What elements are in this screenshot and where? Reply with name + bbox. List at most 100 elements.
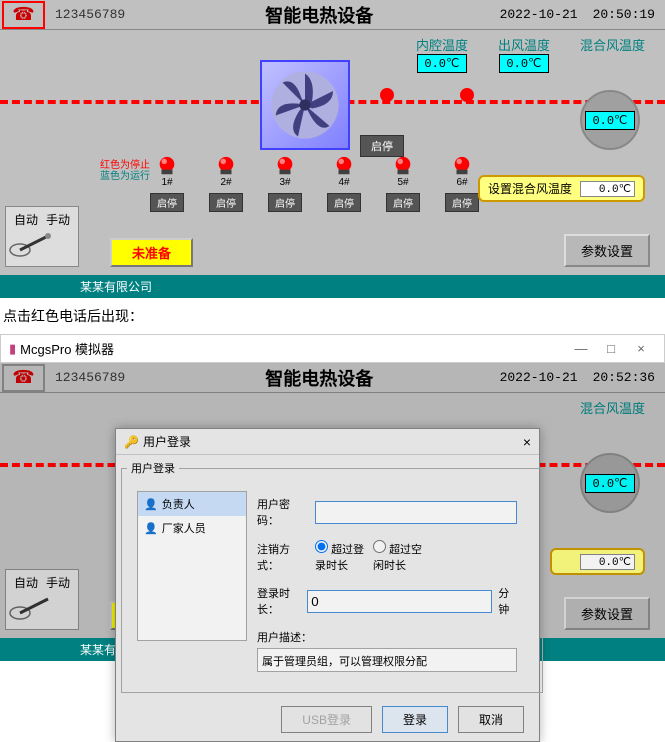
logout-radio-1[interactable] [315, 540, 328, 553]
inner-temp: 内腔温度 0.0℃ [416, 35, 468, 73]
logout-radio-2[interactable] [373, 540, 386, 553]
mix-temp-label-2: 混合风温度 [580, 398, 645, 417]
mix-temp-label-block: 混合风温度 [580, 35, 645, 73]
desc-label: 用户描述： [257, 629, 517, 645]
minimize-button[interactable]: — [566, 341, 596, 356]
usb-login-button[interactable]: USB登录 [281, 706, 372, 733]
user-name: 厂家人员 [162, 520, 206, 536]
simulator-titlebar: ▮ McgsPro 模拟器 — □ × [0, 334, 665, 363]
heater-label: 1# [150, 177, 184, 188]
heater-startstop-button[interactable]: 启停 [209, 193, 243, 212]
mode-manual-2[interactable]: 手动 [46, 574, 70, 591]
logout-opt2[interactable]: 超过空闲时长 [373, 540, 425, 573]
time-display: 20:50:19 [593, 7, 655, 22]
heater-1: 1# 启停 [150, 155, 184, 212]
param-settings-button-2[interactable]: 参数设置 [564, 597, 650, 630]
heater-label: 2# [209, 177, 243, 188]
screen-with-dialog: ▮ McgsPro 模拟器 — □ × ☎ 123456789 智能电热设备 2… [0, 334, 665, 661]
user-list[interactable]: 👤负责人👤厂家人员 [137, 491, 247, 641]
login-form: 用户密码： 注销方式： 超过登录时长 超过空闲时长 登录时长： 分钟 [247, 491, 527, 677]
lamp-icon [333, 155, 355, 177]
screen-main: ☎ 123456789 智能电热设备 2022-10-21 20:50:19 内… [0, 0, 665, 298]
lamp-icon [274, 155, 296, 177]
heater-startstop-button[interactable]: 启停 [150, 193, 184, 212]
mix-temp-value-2: 0.0℃ [585, 474, 634, 493]
close-button[interactable]: × [626, 341, 656, 356]
user-icon: 👤 [144, 498, 158, 511]
heater-6: 6#启停 [445, 155, 479, 212]
heater-4: 4# 启停 [327, 155, 361, 212]
heater-startstop-button[interactable]: 启停 [386, 193, 420, 212]
heater-2: 2# 启停 [209, 155, 243, 212]
lamp-icon [156, 155, 178, 177]
login-button[interactable]: 登录 [382, 706, 448, 733]
password-input[interactable] [315, 501, 517, 524]
param-settings-button[interactable]: 参数设置 [564, 234, 650, 267]
header-bar-2: ☎ 123456789 智能电热设备 2022-10-21 20:52:36 [0, 363, 665, 393]
mode-control: 自动 手动 [5, 206, 79, 267]
legend-red: 红色为停止 [100, 160, 150, 171]
header-bar: ☎ 123456789 智能电热设备 2022-10-21 20:50:19 [0, 0, 665, 30]
user-icon: 👤 [144, 522, 158, 535]
duration-label: 登录时长： [257, 585, 301, 617]
main-panel-2: 混合风温度 0.0℃ 设 自动 手动 未准备 参数设置 🔑 用户登录 [0, 393, 665, 638]
phone-button-2[interactable]: ☎ [2, 364, 45, 392]
page-title-2: 智能电热设备 [265, 365, 373, 391]
desc-value: 属于管理员组，可以管理权限分配 [257, 648, 517, 672]
cancel-button[interactable]: 取消 [458, 706, 524, 733]
mix-temp-circle: 0.0℃ [580, 90, 640, 150]
device-id: 123456789 [55, 7, 125, 22]
fan-icon [270, 70, 340, 140]
temp-readouts: 内腔温度 0.0℃ 出风温度 0.0℃ 混合风温度 [416, 35, 645, 73]
inner-temp-value: 0.0℃ [417, 54, 466, 73]
duration-unit: 分钟 [498, 585, 517, 617]
heater-startstop-button[interactable]: 启停 [268, 193, 302, 212]
phone-button[interactable]: ☎ [2, 1, 45, 29]
caption-text: 点击红色电话后出现： [0, 298, 665, 334]
mix-temp-label: 混合风温度 [580, 35, 645, 54]
dialog-titlebar: 🔑 用户登录 × [116, 429, 539, 455]
heater-3: 3#启停 [268, 155, 302, 212]
mix-temp-value: 0.0℃ [585, 111, 634, 130]
dialog-buttons: USB登录 登录 取消 [116, 698, 539, 741]
outlet-temp-label: 出风温度 [498, 35, 550, 54]
logout-mode-label: 注销方式： [257, 541, 309, 573]
fan-display [260, 60, 350, 150]
phone-icon: ☎ [12, 4, 34, 25]
login-dialog: 🔑 用户登录 × 用户登录 👤负责人👤厂家人员 用户密码： 注销方式： [115, 428, 540, 742]
time-display-2: 20:52:36 [593, 370, 655, 385]
duration-input[interactable] [307, 590, 492, 613]
phone-icon: ☎ [12, 367, 34, 388]
login-fieldset: 用户登录 👤负责人👤厂家人员 用户密码： 注销方式： 超过登录时长 超过空闲时长 [121, 460, 543, 693]
user-item[interactable]: 👤负责人 [138, 492, 246, 516]
mode-switch-icon[interactable] [8, 232, 58, 257]
mode-auto-2[interactable]: 自动 [14, 574, 38, 591]
logout-opt1[interactable]: 超过登录时长 [315, 540, 367, 573]
dialog-close-button[interactable]: × [523, 434, 531, 450]
main-startstop-button[interactable]: 启停 [360, 135, 404, 157]
heater-startstop-button[interactable]: 启停 [327, 193, 361, 212]
mode-auto[interactable]: 自动 [14, 211, 38, 228]
status-legend: 红色为停止 蓝色为运行 [100, 160, 150, 182]
footer-bar: 某某有限公司 [0, 275, 665, 298]
set-mix-temp: 设置混合风温度 [478, 175, 645, 202]
set-temp-input-2[interactable] [580, 554, 635, 570]
heater-label: 5# [386, 177, 420, 188]
maximize-button[interactable]: □ [596, 341, 626, 356]
user-item[interactable]: 👤 厂家人员 [138, 516, 246, 540]
heater-label: 4# [327, 177, 361, 188]
mode-manual[interactable]: 手动 [46, 211, 70, 228]
heater-startstop-button[interactable]: 启停 [445, 193, 479, 212]
date-display-2: 2022-10-21 [500, 370, 578, 385]
page-title: 智能电热设备 [265, 2, 373, 28]
simulator-title: McgsPro 模拟器 [20, 339, 114, 358]
main-panel: 内腔温度 0.0℃ 出风温度 0.0℃ 混合风温度 0.0℃ [0, 30, 665, 275]
device-id-2: 123456789 [55, 370, 125, 385]
mix-temp-gauge-2: 0.0℃ [580, 453, 640, 513]
set-temp-input[interactable] [580, 181, 635, 197]
outlet-temp: 出风温度 0.0℃ [498, 35, 550, 73]
ready-status: 未准备 [110, 238, 193, 267]
mode-switch-icon-2[interactable] [8, 595, 58, 620]
inner-temp-label: 内腔温度 [416, 35, 468, 54]
set-temp-label: 设置混合风温度 [488, 180, 572, 197]
